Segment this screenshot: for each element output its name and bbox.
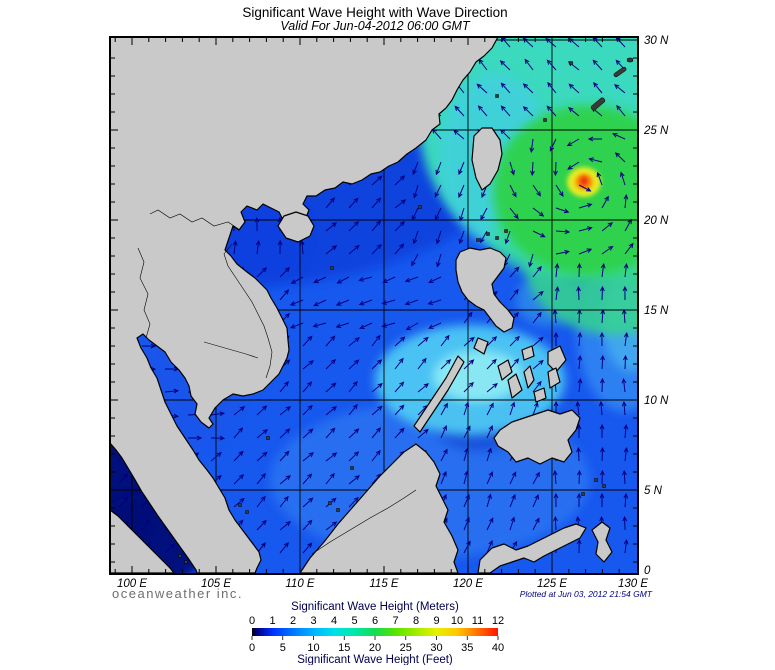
lat-label: 20 N bbox=[643, 215, 669, 227]
lat-label: 30 N bbox=[644, 35, 669, 47]
legend-feet-value: 35 bbox=[461, 642, 473, 654]
longitude-labels: 100 E 105 E 110 E 115 E 120 E 125 E 130 E bbox=[117, 578, 648, 590]
legend-meters-value: 1 bbox=[269, 615, 275, 627]
legend-feet-value: 5 bbox=[280, 642, 286, 654]
lat-label: 25 N bbox=[643, 125, 669, 137]
country-borders bbox=[137, 209, 417, 555]
legend-meters-value: 5 bbox=[351, 615, 357, 627]
land-taiwan bbox=[471, 127, 503, 191]
legend-meters-ticks: 0 1 2 3 4 5 6 7 8 9 10 11 12 bbox=[249, 615, 504, 627]
land-halmahera bbox=[591, 521, 613, 563]
lon-label: 105 E bbox=[201, 578, 231, 590]
legend-meters-value: 10 bbox=[451, 615, 463, 627]
legend-feet-value: 40 bbox=[492, 642, 504, 654]
legend-feet-tickmarks bbox=[251, 636, 499, 640]
legend-feet-value: 0 bbox=[249, 642, 255, 654]
lon-label: 125 E bbox=[537, 578, 567, 590]
legend-feet-ticks: 0 5 10 15 20 25 30 35 40 bbox=[249, 642, 504, 654]
lat-label: 5 N bbox=[644, 485, 663, 497]
land-mindanao bbox=[493, 409, 581, 465]
legend-feet-title: Significant Wave Height (Feet) bbox=[297, 654, 453, 665]
land-masbate bbox=[521, 345, 535, 361]
legend-meters-value: 6 bbox=[372, 615, 378, 627]
land-layer bbox=[110, 37, 613, 574]
lon-label: 120 E bbox=[453, 578, 483, 590]
latitude-labels: 30 N 25 N 20 N 15 N 10 N 5 N 0 bbox=[643, 35, 669, 577]
legend-feet-value: 25 bbox=[400, 642, 412, 654]
lat-label: 10 N bbox=[644, 395, 669, 407]
lon-label: 100 E bbox=[117, 578, 147, 590]
legend-colorbar bbox=[252, 628, 498, 636]
legend-meters-value: 0 bbox=[249, 615, 255, 627]
land-negros bbox=[507, 373, 523, 399]
legend-meters-value: 9 bbox=[433, 615, 439, 627]
land-samar bbox=[547, 345, 567, 373]
storm-core bbox=[580, 176, 588, 186]
map-subtitle: Valid For Jun-04-2012 06:00 GMT bbox=[280, 19, 471, 33]
land-bohol bbox=[533, 387, 547, 403]
lat-label: 0 bbox=[644, 565, 651, 577]
legend-feet-value: 20 bbox=[369, 642, 381, 654]
plotted-timestamp: Plotted at Jun 03, 2012 21:54 GMT bbox=[520, 589, 653, 599]
land-hainan bbox=[277, 211, 315, 243]
lon-label: 130 E bbox=[618, 578, 648, 590]
legend-meters-value: 12 bbox=[492, 615, 504, 627]
map-title: Significant Wave Height with Wave Direct… bbox=[242, 5, 507, 20]
lon-label: 110 E bbox=[285, 578, 315, 590]
land-borneo bbox=[299, 443, 459, 574]
legend-feet-value: 10 bbox=[307, 642, 319, 654]
legend-meters-title: Significant Wave Height (Meters) bbox=[291, 601, 459, 613]
small-islands bbox=[178, 57, 634, 564]
legend-meters-value: 11 bbox=[472, 615, 483, 627]
legend-meters-value: 8 bbox=[413, 615, 419, 627]
degree-ticks bbox=[110, 37, 638, 574]
legend-meters-value: 2 bbox=[290, 615, 296, 627]
land-cebu bbox=[523, 365, 535, 389]
land-luzon bbox=[455, 247, 515, 333]
legend-meters-value: 4 bbox=[331, 615, 337, 627]
legend-feet-value: 15 bbox=[338, 642, 350, 654]
legend-meters-value: 7 bbox=[392, 615, 398, 627]
land-leyte bbox=[547, 367, 561, 389]
lon-label: 115 E bbox=[369, 578, 399, 590]
land-mindoro bbox=[473, 337, 489, 355]
lat-label: 15 N bbox=[644, 305, 669, 317]
land-sulawesi bbox=[477, 523, 587, 574]
land-palawan bbox=[413, 355, 465, 433]
legend-meters-value: 3 bbox=[310, 615, 316, 627]
land-panay bbox=[497, 359, 513, 381]
land-mainland-asia bbox=[110, 37, 499, 574]
legend-feet-value: 30 bbox=[430, 642, 442, 654]
oceanweather-logo: oceanweather inc. bbox=[112, 586, 243, 601]
map-frame bbox=[109, 36, 639, 575]
